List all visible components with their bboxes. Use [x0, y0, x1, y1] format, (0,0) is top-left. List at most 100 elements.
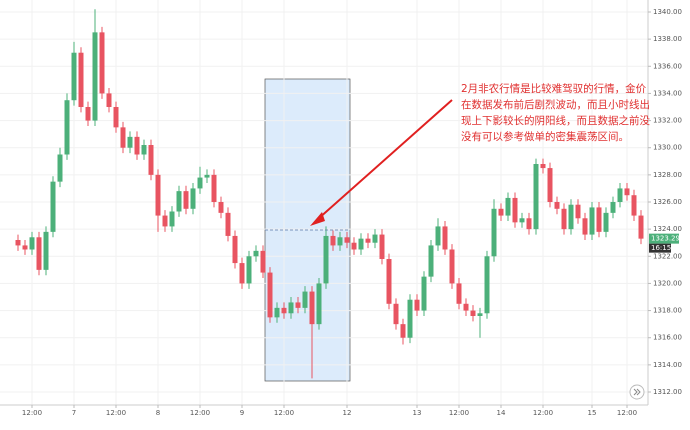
candle-body	[155, 174, 161, 216]
arrow	[317, 99, 453, 220]
candle-body	[57, 154, 63, 182]
candle-body	[204, 174, 210, 178]
candle-body	[134, 136, 140, 155]
candle-body	[29, 237, 35, 250]
candle-body	[372, 234, 378, 243]
candle-body	[64, 100, 70, 155]
candle-body	[393, 303, 399, 325]
countdown-label: 16:15	[651, 244, 671, 252]
candle-body	[533, 164, 539, 230]
candle-body	[260, 250, 266, 273]
x-tick-label: 12:00	[22, 409, 42, 417]
candle-body	[71, 52, 77, 101]
candle-body	[232, 235, 238, 264]
candle-body	[239, 263, 245, 284]
candle-body	[624, 188, 630, 196]
candle-body	[589, 207, 595, 235]
x-tick-label: 9	[240, 409, 244, 417]
candle-body	[197, 177, 203, 189]
candle-body	[148, 145, 154, 175]
candle-body	[92, 32, 98, 121]
annotation-line: 没有可以参考做单的密集震荡区间。	[461, 130, 629, 143]
candle-body	[337, 237, 343, 246]
candle-body	[435, 226, 441, 246]
candle-body	[323, 235, 329, 284]
candle-body	[253, 250, 259, 257]
candle-body	[421, 276, 427, 311]
x-tick-label: 12:00	[617, 409, 637, 417]
candle-body	[169, 211, 175, 227]
candle-body	[351, 242, 357, 250]
annotation-line: 在数据发布前后剧烈波动，而且小时线出	[461, 98, 650, 111]
candle-body	[316, 283, 322, 325]
candle-body	[554, 202, 560, 209]
candle-body	[491, 208, 497, 257]
candle-body	[288, 302, 294, 314]
candle-body	[183, 191, 189, 209]
candle-body	[512, 197, 518, 223]
candle-body	[50, 181, 56, 232]
candle-body	[379, 234, 385, 259]
y-tick-label: 1326.00	[653, 198, 682, 206]
y-tick-label: 1334.00	[653, 89, 682, 97]
y-tick-label: 1332.00	[653, 117, 682, 125]
candle-body	[43, 231, 49, 270]
candle-body	[127, 136, 133, 148]
candle-body	[309, 291, 315, 325]
candle-body	[386, 259, 392, 304]
candle-body	[106, 93, 112, 107]
y-tick-label: 1324.00	[653, 225, 682, 233]
candle-body	[568, 204, 574, 230]
scroll-button[interactable]	[629, 384, 645, 400]
candle-body	[225, 212, 231, 236]
x-tick-label: 14	[497, 409, 506, 417]
candle-body	[176, 191, 182, 212]
x-tick-label: 12:00	[274, 409, 294, 417]
candle-body	[246, 256, 252, 284]
candle-body	[358, 238, 364, 250]
candle-body	[281, 307, 287, 314]
candle-body	[575, 204, 581, 219]
annotation: 2月非农行情是比较难驾驭的行情，金价在数据发布前后剧烈波动，而且小时线出现上下影…	[461, 82, 650, 143]
candle-body	[22, 245, 28, 250]
y-tick-label: 1336.00	[653, 62, 682, 70]
y-tick-label: 1330.00	[653, 144, 682, 152]
candle-body	[470, 310, 476, 316]
y-tick-label: 1328.00	[653, 171, 682, 179]
candle-body	[631, 195, 637, 216]
candle-body	[218, 202, 224, 213]
candle-body	[267, 272, 273, 318]
annotation-line: 现上下影较长的阴阳线，而且数据之前没	[461, 114, 650, 127]
candle-body	[36, 237, 42, 270]
y-tick-label: 1314.00	[653, 361, 682, 369]
candle-body	[15, 240, 21, 246]
candle-body	[330, 235, 336, 246]
candle-body	[638, 215, 644, 239]
candle-body	[78, 52, 84, 107]
x-tick-label: 12:00	[533, 409, 553, 417]
candle-body	[113, 107, 119, 128]
y-tick-label: 1338.00	[653, 35, 682, 43]
x-tick-label: 15	[588, 409, 597, 417]
candle-body	[414, 299, 420, 311]
candle-body	[400, 324, 406, 338]
last-price-label: 1323.29	[651, 235, 680, 243]
last-price-box	[649, 233, 679, 244]
y-tick-label: 1316.00	[653, 334, 682, 342]
candle-body	[505, 197, 511, 216]
arrow-head	[310, 212, 325, 226]
y-tick-label: 1340.00	[653, 8, 682, 16]
x-tick-label: 13	[413, 409, 422, 417]
countdown-box	[649, 243, 671, 253]
candle-body	[547, 168, 553, 202]
y-tick-label: 1318.00	[653, 307, 682, 315]
candles	[15, 9, 644, 379]
button-icon[interactable]	[633, 388, 641, 396]
candle-body	[141, 145, 147, 155]
y-tick-label: 1320.00	[653, 279, 682, 287]
candle-body	[274, 307, 280, 318]
candle-body	[596, 207, 602, 232]
candle-body	[190, 188, 196, 209]
x-tick-label: 8	[156, 409, 160, 417]
candle-body	[617, 188, 623, 202]
